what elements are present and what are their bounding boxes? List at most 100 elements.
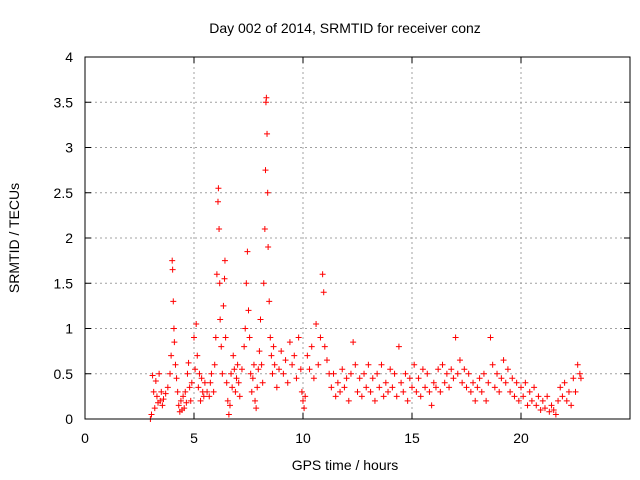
data-point xyxy=(225,411,232,418)
data-point xyxy=(509,375,516,382)
data-point xyxy=(264,130,271,137)
data-point xyxy=(494,370,501,377)
data-point xyxy=(167,370,174,377)
data-point xyxy=(398,379,405,386)
data-point xyxy=(201,379,208,386)
data-point xyxy=(247,370,254,377)
data-point xyxy=(222,334,229,341)
data-point xyxy=(262,167,269,174)
data-point xyxy=(276,366,283,373)
data-point xyxy=(191,334,197,341)
data-point xyxy=(409,384,415,391)
data-point xyxy=(243,280,250,287)
data-point xyxy=(182,388,189,395)
data-point xyxy=(210,388,217,395)
data-point xyxy=(426,388,433,395)
data-point xyxy=(491,384,498,391)
data-point xyxy=(489,361,496,368)
x-tick-label: 10 xyxy=(295,430,311,446)
data-point xyxy=(216,225,223,232)
y-tick-label: 0 xyxy=(65,411,73,427)
data-point xyxy=(441,379,448,386)
data-point xyxy=(232,388,239,395)
data-point xyxy=(156,370,163,377)
data-point xyxy=(430,379,437,386)
data-point xyxy=(185,359,192,366)
data-point xyxy=(170,325,177,332)
data-point xyxy=(531,384,538,391)
data-point xyxy=(354,388,361,395)
data-point xyxy=(321,343,328,350)
data-point xyxy=(300,397,306,404)
data-point xyxy=(400,388,407,395)
data-point xyxy=(500,357,507,364)
axes: 0 0.5 1 1.5 2 2.5 3 3.5 4 0 5 10 15 20 xyxy=(54,49,630,446)
data-point xyxy=(432,384,439,391)
data-point xyxy=(224,397,231,404)
data-point xyxy=(356,375,363,382)
data-point xyxy=(365,361,372,368)
data-point xyxy=(252,397,259,404)
y-tick-label: 3 xyxy=(65,140,73,156)
data-point xyxy=(550,406,557,413)
data-point xyxy=(215,185,222,192)
data-point xyxy=(502,379,509,386)
data-point xyxy=(520,393,527,400)
data-point xyxy=(406,375,413,382)
data-point xyxy=(196,370,203,377)
data-point xyxy=(169,266,176,273)
y-tick-label: 4 xyxy=(65,49,73,65)
data-point xyxy=(238,366,245,373)
data-point xyxy=(524,402,531,409)
data-point xyxy=(454,370,461,377)
data-point xyxy=(546,408,553,415)
data-point xyxy=(387,366,394,373)
data-point xyxy=(537,406,544,413)
data-point xyxy=(264,189,271,196)
data-point xyxy=(295,334,302,341)
data-point xyxy=(213,271,220,278)
data-point xyxy=(443,370,450,377)
data-point xyxy=(380,393,387,400)
data-point xyxy=(197,397,204,404)
y-tick-label: 1 xyxy=(65,321,73,337)
data-point xyxy=(461,366,468,373)
data-point xyxy=(330,370,337,377)
data-point xyxy=(168,352,175,359)
data-point xyxy=(352,361,359,368)
data-point xyxy=(219,370,226,377)
data-point xyxy=(371,397,378,404)
data-point xyxy=(173,375,180,382)
data-point xyxy=(220,302,227,309)
data-point xyxy=(150,388,157,395)
x-tick-label: 15 xyxy=(404,430,420,446)
data-point xyxy=(402,370,409,377)
data-point xyxy=(555,397,562,404)
data-point xyxy=(245,307,252,314)
data-point xyxy=(395,343,402,350)
data-point xyxy=(382,379,389,386)
data-point xyxy=(541,405,548,412)
data-point xyxy=(241,343,248,350)
data-point xyxy=(293,375,300,382)
data-point xyxy=(149,372,156,379)
data-point xyxy=(568,402,575,409)
data-point xyxy=(152,377,159,384)
data-point xyxy=(308,343,315,350)
data-point xyxy=(470,379,477,386)
data-point xyxy=(256,348,263,355)
data-point xyxy=(298,388,305,395)
data-point xyxy=(297,366,304,373)
y-tick-label: 2 xyxy=(65,230,73,246)
data-point xyxy=(559,393,566,400)
data-point xyxy=(577,375,584,382)
data-point xyxy=(574,361,581,368)
data-point xyxy=(456,357,463,364)
data-point xyxy=(181,405,188,412)
data-point xyxy=(286,339,293,346)
x-tick-label: 5 xyxy=(190,430,198,446)
data-point xyxy=(332,393,339,400)
data-point xyxy=(511,393,518,400)
data-point xyxy=(363,384,370,391)
data-point xyxy=(415,375,422,382)
